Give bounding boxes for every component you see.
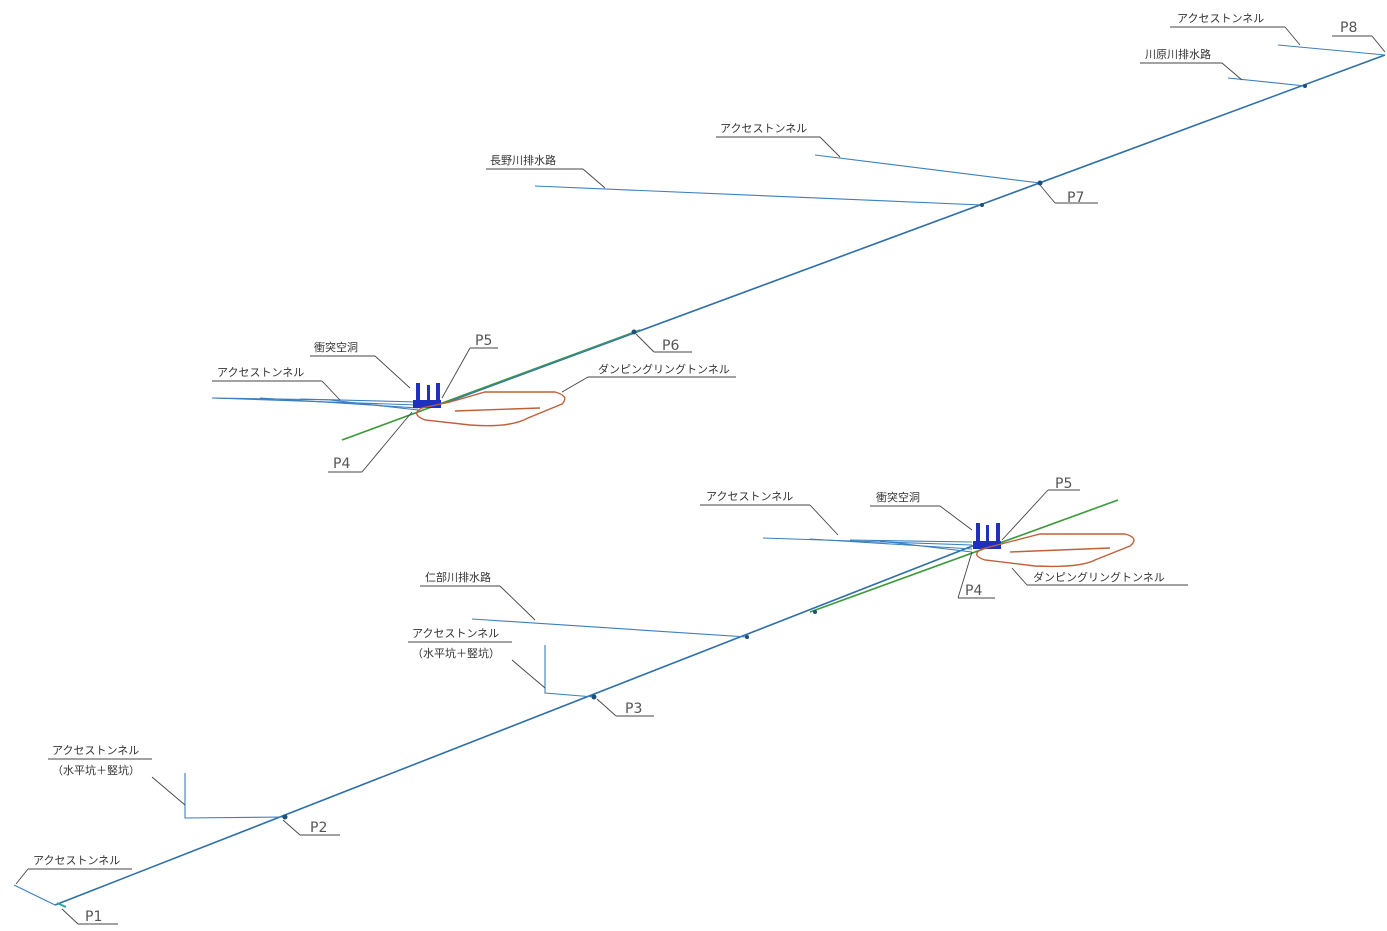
access-bottom-branch xyxy=(13,884,56,906)
label-access-shaft-2-text: アクセストンネル xyxy=(412,627,499,640)
label-nagano-drain: 長野川排水路 xyxy=(486,153,606,189)
label-p4-upper-text: P4 xyxy=(333,456,350,472)
label-damping-upper-text: ダンピングリングトンネル xyxy=(598,362,730,376)
label-access-right-text: アクセストンネル xyxy=(706,490,793,503)
label-access-mid: アクセストンネル xyxy=(716,122,841,158)
label-p6-text: P6 xyxy=(662,338,679,354)
label-kawara-drain: 川原川排水路 xyxy=(1140,47,1243,81)
label-p8: P8 xyxy=(1332,20,1386,53)
node-nagano xyxy=(980,203,984,207)
label-p6: P6 xyxy=(635,333,692,354)
main-tunnel-overlap-upper xyxy=(444,329,641,404)
label-kawara-drain-text: 川原川排水路 xyxy=(1145,47,1211,61)
label-access-top: アクセストンネル xyxy=(1170,12,1301,46)
lower-view: アクセストンネル 衝突空洞 P5 P4 ダンピングリングトンネル 仁部川排水路 xyxy=(13,476,1188,925)
label-p1-text: P1 xyxy=(85,909,102,925)
access-fan-upper xyxy=(211,397,419,411)
nagano-drain-branch xyxy=(534,185,983,206)
label-nibe-drain: 仁部川排水路 xyxy=(420,570,536,621)
label-collision-lower: 衝突空洞 xyxy=(870,490,973,531)
label-access-shaft-1: アクセストンネル （水平坑＋竪坑） xyxy=(48,744,186,806)
kawara-drain-branch xyxy=(1227,77,1306,87)
label-p4-lower-text: P4 xyxy=(965,583,982,599)
upper-view: アクセストンネル P8 川原川排水路 アクセストンネル 長野川排水路 P7 xyxy=(211,12,1386,473)
label-access-bottom-text: アクセストンネル xyxy=(33,854,120,867)
green-segment-lower xyxy=(809,499,1119,613)
label-access-bottom: アクセストンネル xyxy=(15,854,132,885)
label-access-shaft-1-text: アクセストンネル xyxy=(52,744,139,757)
collision-chamber-lower xyxy=(973,523,1001,549)
label-p2-text: P2 xyxy=(310,820,327,836)
label-damping-lower-text: ダンピングリングトンネル xyxy=(1033,570,1165,584)
label-p7-text: P7 xyxy=(1067,190,1084,206)
node-p1 xyxy=(56,902,67,908)
node-p6 xyxy=(631,329,637,335)
damping-ring-lower xyxy=(976,533,1135,568)
label-access-shaft-2: アクセストンネル （水平坑＋竪坑） xyxy=(408,627,546,689)
access-tunnel-top-branch xyxy=(1277,44,1386,56)
label-nagano-drain-text: 長野川排水路 xyxy=(490,153,556,167)
main-tunnel-lower xyxy=(54,544,976,906)
damping-ring-inner-upper xyxy=(454,407,541,412)
node-p7 xyxy=(1037,180,1043,186)
access-shaft-2-branch xyxy=(544,645,595,698)
label-p1: P1 xyxy=(61,908,118,925)
label-collision-upper: 衝突空洞 xyxy=(310,340,411,389)
label-p8-text: P8 xyxy=(1340,20,1357,36)
label-p7: P7 xyxy=(1039,184,1098,206)
label-p5-lower-text: P5 xyxy=(1055,476,1072,492)
label-access-mid-text: アクセストンネル xyxy=(720,122,807,135)
label-p3-text: P3 xyxy=(625,701,642,717)
label-p5-upper: P5 xyxy=(441,333,498,399)
label-access-left: アクセストンネル xyxy=(212,366,341,401)
collision-chamber-upper xyxy=(413,383,441,408)
node-nibe xyxy=(745,635,749,639)
damping-ring-upper xyxy=(416,391,566,427)
node-kawara xyxy=(1303,84,1307,88)
access-tunnel-mid-branch xyxy=(814,154,1041,184)
access-fan-lower xyxy=(762,537,973,553)
label-nibe-drain-text: 仁部川排水路 xyxy=(425,570,491,584)
node-p3 xyxy=(591,694,597,700)
label-access-shaft-1-note: （水平坑＋竪坑） xyxy=(52,763,140,777)
nibe-drain-branch xyxy=(471,618,748,638)
label-access-shaft-2-note: （水平坑＋竪坑） xyxy=(412,646,500,660)
label-access-top-text: アクセストンネル xyxy=(1177,12,1264,25)
node-green-start xyxy=(813,610,817,614)
label-access-left-text: アクセストンネル xyxy=(217,366,304,379)
label-p5-upper-text: P5 xyxy=(475,333,492,349)
label-p2: P2 xyxy=(282,819,340,836)
label-p4-lower: P4 xyxy=(957,551,995,599)
damping-ring-inner-lower xyxy=(1009,547,1111,553)
label-access-right: アクセストンネル xyxy=(700,490,839,536)
label-collision-upper-text: 衝突空洞 xyxy=(314,340,358,354)
label-p4-upper: P4 xyxy=(328,411,413,473)
label-p3: P3 xyxy=(596,698,654,717)
label-damping-lower: ダンピングリングトンネル xyxy=(1011,567,1188,586)
access-shaft-1-branch xyxy=(184,773,286,819)
label-p5-lower: P5 xyxy=(1001,476,1080,541)
label-damping-upper: ダンピングリングトンネル xyxy=(561,362,736,393)
label-collision-lower-text: 衝突空洞 xyxy=(876,490,920,504)
node-p2 xyxy=(282,814,288,820)
